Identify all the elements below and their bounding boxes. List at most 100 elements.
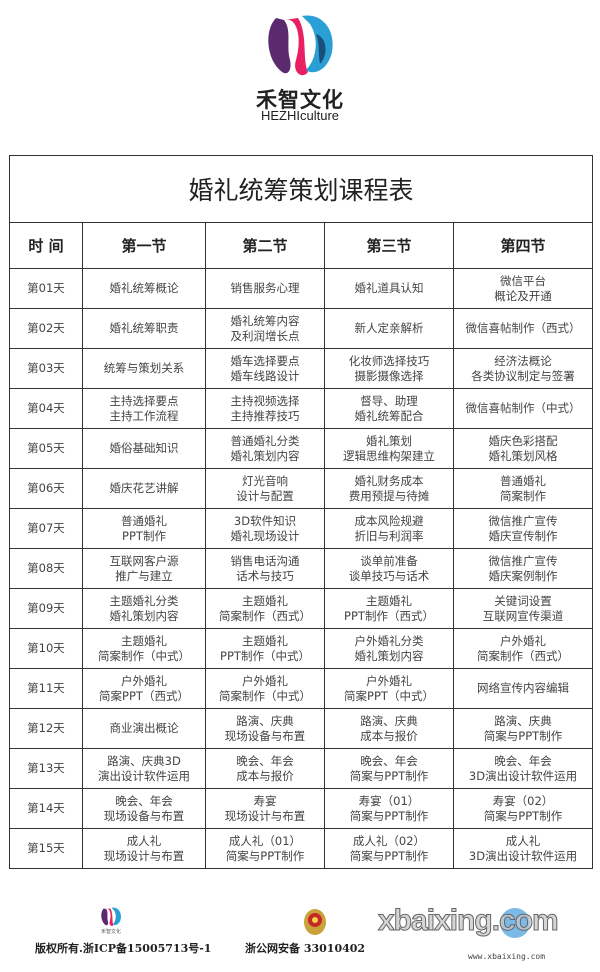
footer-logo-text: 禾智文化 [100, 929, 121, 935]
header-session-1: 第一节 [82, 222, 206, 269]
session-cell: 晚会、年会 简案与PPT制作 [324, 748, 454, 789]
session-cell: 婚礼财务成本 费用预提与待摊 [324, 468, 454, 509]
table-row: 第02天 婚礼统筹职责 婚礼统筹内容 及利润增长点 新人定亲解析 微信喜帖制作（西式） [9, 308, 593, 349]
session-cell: 晚会、年会 现场设备与布置 [82, 788, 206, 829]
session-cell: 主持选择要点 主持工作流程 [82, 388, 206, 429]
day-cell: 第10天 [9, 628, 83, 669]
session-cell: 婚礼道具认知 [324, 268, 454, 309]
session-cell: 婚礼统筹概论 [82, 268, 206, 309]
table-row: 第05天 婚俗基础知识 普通婚礼分类 婚礼策划内容 婚礼策划 逻辑思维构架建立 婚庆色彩… [9, 428, 593, 469]
session-cell: 成人礼（02） 简案与PPT制作 [324, 828, 454, 869]
day-cell: 第02天 [9, 308, 83, 349]
session-cell: 婚俗基础知识 [82, 428, 206, 469]
session-cell: 寿宴（02） 简案与PPT制作 [453, 788, 593, 829]
session-cell: 成本风险规避 折旧与利润率 [324, 508, 454, 549]
table-row: 第06天 婚庆花艺讲解 灯光音响 设计与配置 婚礼财务成本 费用预提与待摊 普通婚礼 简… [9, 468, 593, 509]
table-row: 第09天 主题婚礼分类 婚礼策划内容 主题婚礼 简案制作（西式） 主题婚礼 PPT制作… [9, 588, 593, 629]
table-row: 第07天 普通婚礼 PPT制作 3D软件知识 婚礼现场设计 成本风险规避 折旧与利润率… [9, 508, 593, 549]
watermark-badge-icon [500, 908, 530, 938]
session-cell: 普通婚礼分类 婚礼策划内容 [205, 428, 325, 469]
session-cell: 微信推广宣传 婚庆宣传制作 [453, 508, 593, 549]
session-cell: 督导、助理 婚礼统筹配合 [324, 388, 454, 429]
session-cell: 3D软件知识 婚礼现场设计 [205, 508, 325, 549]
header-session-2: 第二节 [205, 222, 325, 269]
session-cell: 户外婚礼 简案PPT（西式） [82, 668, 206, 709]
session-cell: 户外婚礼 简案PPT（中式） [324, 668, 454, 709]
table-row: 第01天 婚礼统筹概论 销售服务心理 婚礼道具认知 微信平台 概论及开通 [9, 268, 593, 309]
session-cell: 户外婚礼分类 婚礼策划内容 [324, 628, 454, 669]
day-cell: 第14天 [9, 788, 83, 829]
table-row: 第04天 主持选择要点 主持工作流程 主持视频选择 主持推荐技巧 督导、助理 婚礼统筹… [9, 388, 593, 429]
table-row: 第11天 户外婚礼 简案PPT（西式） 户外婚礼 简案制作（中式） 户外婚礼 简案PP… [9, 668, 593, 709]
session-cell: 商业演出概论 [82, 708, 206, 749]
day-cell: 第01天 [9, 268, 83, 309]
session-cell: 微信喜帖制作（中式） [453, 388, 593, 429]
table-row: 第13天 路演、庆典3D 演出设计软件运用 晚会、年会 成本与报价 晚会、年会 简案与… [9, 748, 593, 789]
session-cell: 路演、庆典 现场设备与布置 [205, 708, 325, 749]
course-schedule-table: 婚礼统筹策划课程表 时 间 第一节 第二节 第三节 第四节 第01天 婚礼统筹概论… [9, 155, 593, 869]
day-cell: 第05天 [9, 428, 83, 469]
session-cell: 灯光音响 设计与配置 [205, 468, 325, 509]
table-row: 第08天 互联网客户源 推广与建立 销售电话沟通 话术与技巧 谈单前准备 谈单技巧与话… [9, 548, 593, 589]
session-cell: 主持视频选择 主持推荐技巧 [205, 388, 325, 429]
table-row: 第03天 统筹与策划关系 婚车选择要点 婚车线路设计 化妆师选择技巧 摄影摄像选择 经济… [9, 348, 593, 389]
table-row: 第15天 成人礼 现场设计与布置 成人礼（01） 简案与PPT制作 成人礼（02） 简… [9, 828, 593, 869]
session-cell: 主题婚礼 简案制作（中式） [82, 628, 206, 669]
session-cell: 晚会、年会 成本与报价 [205, 748, 325, 789]
session-cell: 户外婚礼 简案制作（中式） [205, 668, 325, 709]
day-cell: 第15天 [9, 828, 83, 869]
session-cell: 婚礼统筹职责 [82, 308, 206, 349]
session-cell: 主题婚礼 PPT制作（西式） [324, 588, 454, 629]
session-cell: 经济法概论 各类协议制定与签署 [453, 348, 593, 389]
session-cell: 网络宣传内容编辑 [453, 668, 593, 709]
header-session-3: 第三节 [324, 222, 454, 269]
session-cell: 互联网客户源 推广与建立 [82, 548, 206, 589]
table-row: 第12天 商业演出概论 路演、庆典 现场设备与布置 路演、庆典 成本与报价 路演、庆典 … [9, 708, 593, 749]
session-cell: 成人礼 3D演出设计软件运用 [453, 828, 593, 869]
session-cell: 路演、庆典 简案与PPT制作 [453, 708, 593, 749]
session-cell: 婚庆花艺讲解 [82, 468, 206, 509]
session-cell: 销售电话沟通 话术与技巧 [205, 548, 325, 589]
session-cell: 路演、庆典3D 演出设计软件运用 [82, 748, 206, 789]
session-cell: 婚礼策划 逻辑思维构架建立 [324, 428, 454, 469]
table-row: 第10天 主题婚礼 简案制作（中式） 主题婚礼 PPT制作（中式） 户外婚礼分类 婚礼… [9, 628, 593, 669]
session-cell: 微信推广宣传 婚庆案例制作 [453, 548, 593, 589]
table-title: 婚礼统筹策划课程表 [9, 155, 593, 223]
brand-name-cn: 禾智文化 [256, 88, 344, 112]
session-cell: 婚庆色彩搭配 婚礼策划风格 [453, 428, 593, 469]
police-record-text: 浙公网安备 33010402 [245, 942, 366, 955]
header-session-4: 第四节 [453, 222, 593, 269]
session-cell: 微信平台 概论及开通 [453, 268, 593, 309]
day-cell: 第13天 [9, 748, 83, 789]
session-cell: 主题婚礼 简案制作（西式） [205, 588, 325, 629]
session-cell: 主题婚礼分类 婚礼策划内容 [82, 588, 206, 629]
session-cell: 谈单前准备 谈单技巧与话术 [324, 548, 454, 589]
header-time: 时 间 [9, 222, 83, 269]
session-cell: 成人礼（01） 简案与PPT制作 [205, 828, 325, 869]
header-row: 时 间 第一节 第二节 第三节 第四节 [9, 222, 593, 269]
day-cell: 第11天 [9, 668, 83, 709]
session-cell: 新人定亲解析 [324, 308, 454, 349]
session-cell: 普通婚礼 PPT制作 [82, 508, 206, 549]
day-cell: 第12天 [9, 708, 83, 749]
session-cell: 户外婚礼 简案制作（西式） [453, 628, 593, 669]
day-cell: 第03天 [9, 348, 83, 389]
session-cell: 普通婚礼 简案制作 [453, 468, 593, 509]
day-cell: 第06天 [9, 468, 83, 509]
session-cell: 销售服务心理 [205, 268, 325, 309]
day-cell: 第04天 [9, 388, 83, 429]
session-cell: 主题婚礼 PPT制作（中式） [205, 628, 325, 669]
session-cell: 婚礼统筹内容 及利润增长点 [205, 308, 325, 349]
brand-name-en: HEZHIculture [260, 108, 340, 123]
session-cell: 微信喜帖制作（西式） [453, 308, 593, 349]
session-cell: 成人礼 现场设计与布置 [82, 828, 206, 869]
session-cell: 路演、庆典 成本与报价 [324, 708, 454, 749]
watermark-url: www.xbaixing.com [468, 952, 546, 961]
session-cell: 关键词设置 互联网宣传渠道 [453, 588, 593, 629]
session-cell: 化妆师选择技巧 摄影摄像选择 [324, 348, 454, 389]
table-row: 第14天 晚会、年会 现场设备与布置 寿宴 现场设计与布置 寿宴（01） 简案与PPT… [9, 788, 593, 829]
day-cell: 第09天 [9, 588, 83, 629]
session-cell: 寿宴（01） 简案与PPT制作 [324, 788, 454, 829]
brand-logo-icon [268, 15, 333, 76]
footer-logo-icon [101, 907, 121, 926]
